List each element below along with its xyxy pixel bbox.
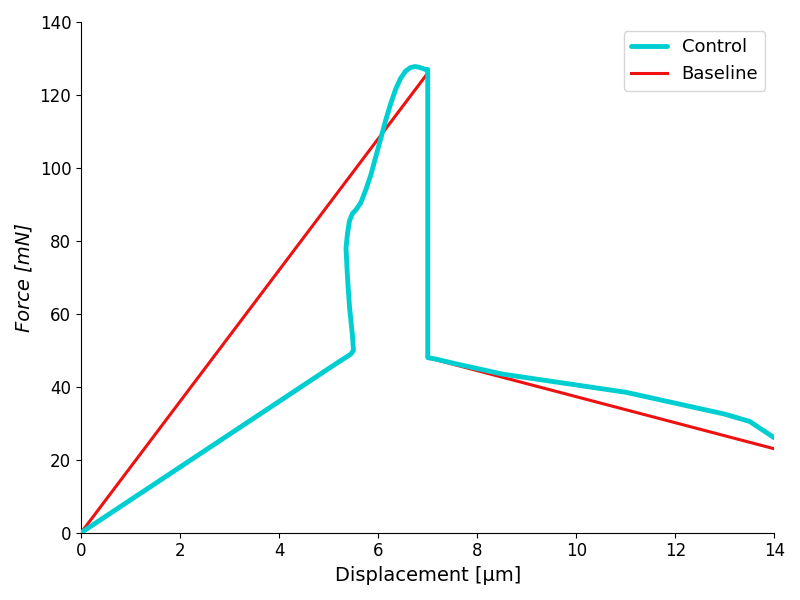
Baseline — [76, 529, 86, 536]
Baseline — [423, 354, 433, 361]
X-axis label: Displacement [μm]: Displacement [μm] — [334, 566, 521, 585]
Control — [349, 347, 358, 354]
Y-axis label: Force [mN]: Force [mN] — [15, 223, 34, 332]
Control — [284, 391, 294, 398]
Control — [410, 63, 420, 70]
Control — [366, 172, 375, 179]
Control — [254, 411, 264, 418]
Baseline — [423, 70, 433, 77]
Legend: Control, Baseline: Control, Baseline — [624, 31, 766, 91]
Control — [596, 385, 606, 392]
Control — [386, 100, 395, 107]
Baseline — [770, 445, 779, 452]
Control — [770, 434, 779, 442]
Line: Control: Control — [81, 67, 774, 533]
Line: Baseline: Baseline — [81, 73, 774, 533]
Control — [76, 529, 86, 536]
